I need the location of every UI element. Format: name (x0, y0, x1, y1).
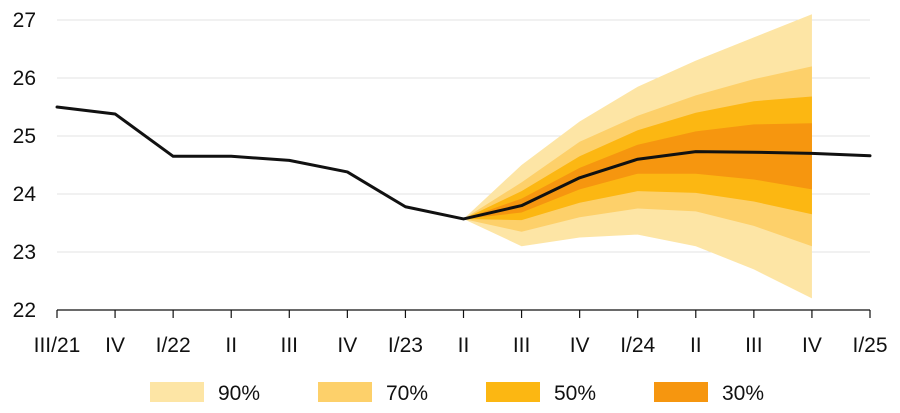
x-tick-label-11: II (690, 334, 702, 357)
x-tick-label-8: III (513, 334, 531, 357)
legend-label-1: 70% (386, 382, 428, 405)
x-tick-label-0: III/21 (34, 334, 81, 357)
band-3 (463, 123, 812, 219)
x-tick-label-1: IV (105, 334, 125, 357)
x-tick-label-3: II (225, 334, 237, 357)
legend-swatch-2 (486, 382, 540, 402)
x-tick-label-12: III (745, 334, 763, 357)
y-tick-label-3: 25 (13, 125, 36, 148)
x-tick-label-9: IV (570, 334, 590, 357)
y-tick-label-2: 24 (13, 183, 37, 206)
y-tick-label-1: 23 (13, 241, 36, 264)
y-axis-ticks: 22 23 24 25 26 27 (13, 9, 37, 322)
legend-swatch-1 (318, 382, 372, 402)
central-line-path (55, 105, 872, 221)
x-axis-ticks: III/21 IV I/22 II III IV I/23 II III IV I/24 II III I… (34, 309, 888, 357)
legend-swatch-0 (150, 382, 204, 402)
x-tick-label-4: III (281, 334, 299, 357)
legend-swatch-3 (654, 382, 708, 402)
central-line (55, 105, 872, 221)
x-tick-label-5: IV (337, 334, 357, 357)
legend-label-0: 90% (218, 382, 260, 405)
y-tick-label-5: 27 (13, 9, 36, 32)
x-tick-label-13: IV (802, 334, 822, 357)
y-tick-label-0: 22 (13, 299, 36, 322)
x-tick-label-6: I/23 (388, 334, 423, 357)
x-tick-label-7: II (458, 334, 470, 357)
y-tick-label-4: 26 (13, 67, 36, 90)
x-tick-label-10: I/24 (620, 334, 655, 357)
legend-label-3: 30% (722, 382, 764, 405)
fan-bands (463, 14, 812, 299)
legend-label-2: 50% (554, 382, 596, 405)
x-tick-label-14: I/25 (852, 334, 887, 357)
legend: 90% 70% 50% 30% (150, 382, 764, 405)
x-tick-label-2: I/22 (156, 334, 191, 357)
